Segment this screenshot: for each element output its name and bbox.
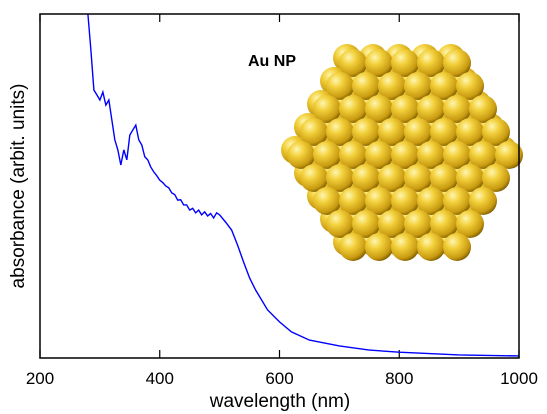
sphere [339,49,367,77]
sphere [443,233,471,261]
line-series [87,13,520,357]
sphere [469,187,497,215]
sphere [404,210,432,238]
sphere [482,164,510,192]
sphere [443,141,471,169]
sphere [339,95,367,123]
sphere [469,95,497,123]
sphere [456,164,484,192]
annotation: Au NP [248,53,296,70]
sphere [469,141,497,169]
sphere [456,118,484,146]
sphere [339,141,367,169]
sphere [339,187,367,215]
x-tick-label: 200 [26,369,54,388]
sphere [352,72,380,100]
sphere [404,118,432,146]
sphere [456,210,484,238]
sphere [404,72,432,100]
sphere [352,118,380,146]
sphere [378,72,406,100]
sphere [495,141,523,169]
sphere [430,210,458,238]
sphere [443,187,471,215]
sphere [326,164,354,192]
plot-area: 200 400 600 800 1000 [26,13,538,388]
nanoparticle-illustration [281,44,523,261]
sphere [417,233,445,261]
sphere [352,210,380,238]
sphere [456,72,484,100]
sphere [430,72,458,100]
sphere [417,95,445,123]
sphere [378,118,406,146]
sphere [417,187,445,215]
x-tick-label: 800 [385,369,413,388]
sphere [391,233,419,261]
sphere [430,164,458,192]
x-axis-label: wavelength (nm) [209,391,350,412]
sphere [365,95,393,123]
sphere [365,49,393,77]
sphere [430,118,458,146]
sphere [443,49,471,77]
sphere [404,164,432,192]
sphere [391,187,419,215]
sphere [326,118,354,146]
sphere [326,210,354,238]
sphere [378,164,406,192]
sphere [417,49,445,77]
plot-frame [39,13,520,359]
sphere [287,141,315,169]
sphere [313,95,341,123]
sphere [417,141,445,169]
x-tick-label: 400 [146,369,174,388]
sphere [391,141,419,169]
x-tick-label: 1000 [500,369,538,388]
sphere [365,233,393,261]
sphere [313,141,341,169]
y-axis-label: absorbance (arbit. units) [8,84,29,289]
sphere [300,118,328,146]
sphere [391,95,419,123]
sphere [378,210,406,238]
sphere [326,72,354,100]
sphere [482,118,510,146]
sphere [443,95,471,123]
sphere [352,164,380,192]
sphere [365,141,393,169]
sphere [313,187,341,215]
sphere [391,49,419,77]
x-tick-label: 600 [265,369,293,388]
sphere [300,164,328,192]
sphere [339,233,367,261]
sphere [365,187,393,215]
